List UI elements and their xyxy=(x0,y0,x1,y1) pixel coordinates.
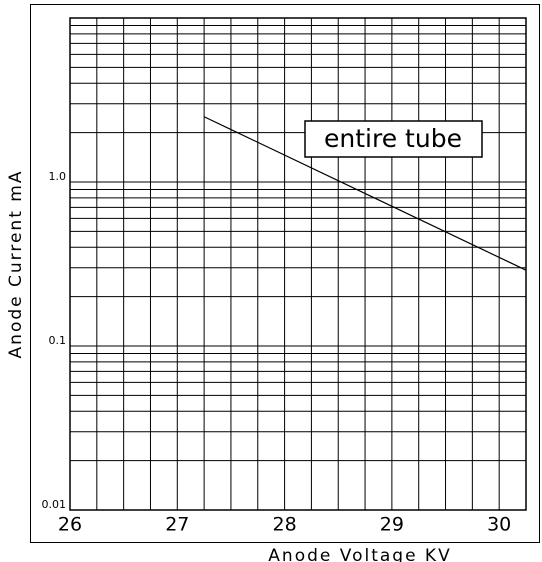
annotation: entire tube xyxy=(324,124,462,153)
plot-area xyxy=(69,17,527,511)
y-tick-label: 1.0 xyxy=(49,170,67,183)
x-tick-label: 28 xyxy=(272,514,296,536)
y-tick-label: 0.1 xyxy=(49,334,67,347)
x-tick-label: 27 xyxy=(165,514,189,536)
frame xyxy=(30,4,540,543)
x-axis-label: Anode Voltage KV xyxy=(268,546,451,562)
y-tick-label: 0.01 xyxy=(42,498,67,511)
x-tick-label: 30 xyxy=(487,514,511,536)
annotation-box xyxy=(304,120,483,158)
x-tick-label: 26 xyxy=(58,514,82,536)
line xyxy=(203,116,527,271)
y-axis-label: Anode Current mA xyxy=(6,170,26,359)
x-tick-label: 29 xyxy=(380,514,404,536)
